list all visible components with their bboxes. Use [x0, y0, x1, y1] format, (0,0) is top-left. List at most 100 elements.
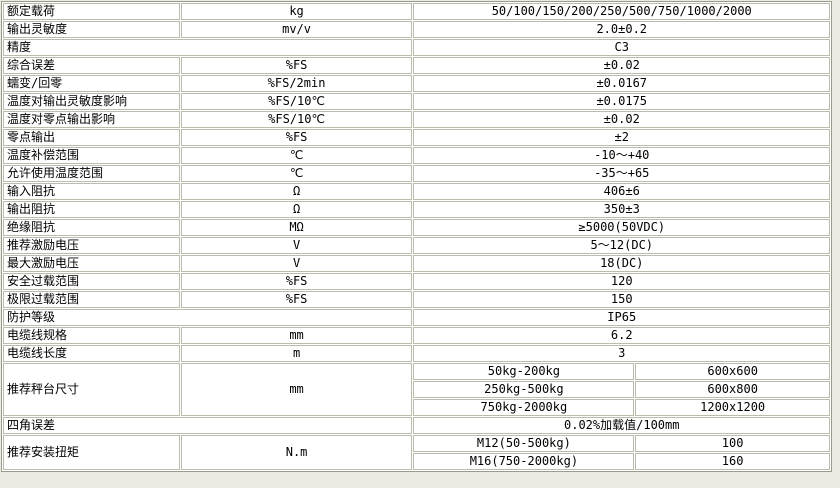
spec-label: 额定载荷: [3, 3, 180, 20]
spec-label: 极限过载范围: [3, 291, 180, 308]
table-row: 温度补偿范围 ℃ -10～+40: [3, 147, 830, 164]
platform-range: 250kg-500kg: [413, 381, 635, 398]
spec-label: 蠕变/回零: [3, 75, 180, 92]
torque-spec: M16(750-2000kg): [413, 453, 635, 470]
spec-label: 安全过载范围: [3, 273, 180, 290]
spec-value: IP65: [413, 309, 830, 326]
torque-value: 100: [635, 435, 830, 452]
spec-label: 电缆线规格: [3, 327, 180, 344]
table-row: 安全过载范围 %FS 120: [3, 273, 830, 290]
spec-label: 允许使用温度范围: [3, 165, 180, 182]
spec-value: 0.02%加载值/100mm: [413, 417, 830, 434]
table-row-torque: M16(750-2000kg) 160: [3, 453, 830, 470]
spec-label: 输出阻抗: [3, 201, 180, 218]
torque-spec: M12(50-500kg): [413, 435, 635, 452]
spec-label: 推荐激励电压: [3, 237, 180, 254]
spec-label: 绝缘阻抗: [3, 219, 180, 236]
spec-value: ±0.02: [413, 57, 830, 74]
spec-unit: ℃: [180, 165, 413, 182]
table-row-platform: 推荐秤台尺寸 mm 50kg-200kg 600x600: [3, 363, 830, 416]
table-row-platform: 250kg-500kg 600x800: [3, 381, 830, 398]
spec-label: 温度对零点输出影响: [3, 111, 180, 128]
spec-value: ≥5000(50VDC): [413, 219, 830, 236]
spec-table: 额定载荷 kg 50/100/150/200/250/500/750/1000/…: [1, 1, 832, 472]
spec-unit: %FS: [180, 273, 413, 290]
spec-label: 电缆线长度: [3, 345, 180, 362]
table-row: 零点输出 %FS ±2: [3, 129, 830, 146]
spec-value: C3: [413, 39, 830, 56]
spec-label: 精度: [3, 39, 413, 56]
spec-unit: kg: [180, 3, 413, 20]
spec-value: 50/100/150/200/250/500/750/1000/2000: [413, 3, 830, 20]
spec-label: 最大激励电压: [3, 255, 180, 272]
table-row: 精度 C3: [3, 39, 830, 56]
table-row: 绝缘阻抗 MΩ ≥5000(50VDC): [3, 219, 830, 236]
spec-unit: %FS/2min: [180, 75, 413, 92]
spec-unit: Ω: [180, 183, 413, 200]
table-row: 额定载荷 kg 50/100/150/200/250/500/750/1000/…: [3, 3, 830, 20]
table-row: 极限过载范围 %FS 150: [3, 291, 830, 308]
spec-value: 2.0±0.2: [413, 21, 830, 38]
platform-size: 600x800: [635, 381, 830, 398]
spec-value: ±0.02: [413, 111, 830, 128]
table-row: 输入阻抗 Ω 406±6: [3, 183, 830, 200]
spec-label: 输出灵敏度: [3, 21, 180, 38]
spec-label: 综合误差: [3, 57, 180, 74]
spec-unit: ℃: [180, 147, 413, 164]
spec-label: 推荐秤台尺寸: [3, 363, 180, 416]
table-row: 推荐激励电压 V 5～12(DC): [3, 237, 830, 254]
spec-unit: %FS: [180, 291, 413, 308]
spec-label: 防护等级: [3, 309, 413, 326]
spec-value: ±2: [413, 129, 830, 146]
spec-value: -35～+65: [413, 165, 830, 182]
table-row: 允许使用温度范围 ℃ -35～+65: [3, 165, 830, 182]
spec-unit: %FS/10℃: [180, 111, 413, 128]
spec-value: ±0.0175: [413, 93, 830, 110]
table-row: 输出灵敏度 mv/v 2.0±0.2: [3, 21, 830, 38]
spec-label: 温度对输出灵敏度影响: [3, 93, 180, 110]
platform-range: 50kg-200kg: [413, 363, 635, 380]
spec-value: 6.2: [413, 327, 830, 344]
spec-value: 350±3: [413, 201, 830, 218]
platform-range: 750kg-2000kg: [413, 399, 635, 416]
spec-unit: mv/v: [180, 21, 413, 38]
spec-unit: MΩ: [180, 219, 413, 236]
table-row-torque: 推荐安装扭矩 N.m M12(50-500kg) 100: [3, 435, 830, 470]
table-row: 输出阻抗 Ω 350±3: [3, 201, 830, 218]
spec-unit: N.m: [180, 435, 413, 470]
spec-label: 温度补偿范围: [3, 147, 180, 164]
spec-unit: mm: [180, 363, 413, 416]
spec-value: 18(DC): [413, 255, 830, 272]
spec-value: -10～+40: [413, 147, 830, 164]
spec-value: 5～12(DC): [413, 237, 830, 254]
spec-label: 输入阻抗: [3, 183, 180, 200]
spec-unit: V: [180, 237, 413, 254]
table-row: 四角误差 0.02%加载值/100mm: [3, 417, 830, 434]
platform-size: 1200x1200: [635, 399, 830, 416]
table-row: 最大激励电压 V 18(DC): [3, 255, 830, 272]
spec-label: 四角误差: [3, 417, 413, 434]
spec-unit: V: [180, 255, 413, 272]
spec-unit: %FS: [180, 57, 413, 74]
table-row: 电缆线规格 mm 6.2: [3, 327, 830, 344]
table-row-platform: 750kg-2000kg 1200x1200: [3, 399, 830, 416]
table-row: 温度对输出灵敏度影响 %FS/10℃ ±0.0175: [3, 93, 830, 110]
torque-value: 160: [635, 453, 830, 470]
platform-size: 600x600: [635, 363, 830, 380]
spec-value: 3: [413, 345, 830, 362]
table-row: 防护等级 IP65: [3, 309, 830, 326]
table-row: 蠕变/回零 %FS/2min ±0.0167: [3, 75, 830, 92]
table-row: 综合误差 %FS ±0.02: [3, 57, 830, 74]
table-row: 温度对零点输出影响 %FS/10℃ ±0.02: [3, 111, 830, 128]
spec-value: 120: [413, 273, 830, 290]
spec-label: 推荐安装扭矩: [3, 435, 180, 470]
spec-value: ±0.0167: [413, 75, 830, 92]
spec-value: 406±6: [413, 183, 830, 200]
spec-value: 150: [413, 291, 830, 308]
spec-label: 零点输出: [3, 129, 180, 146]
spec-unit: %FS/10℃: [180, 93, 413, 110]
spec-unit: %FS: [180, 129, 413, 146]
spec-unit: mm: [180, 327, 413, 344]
spec-unit: m: [180, 345, 413, 362]
